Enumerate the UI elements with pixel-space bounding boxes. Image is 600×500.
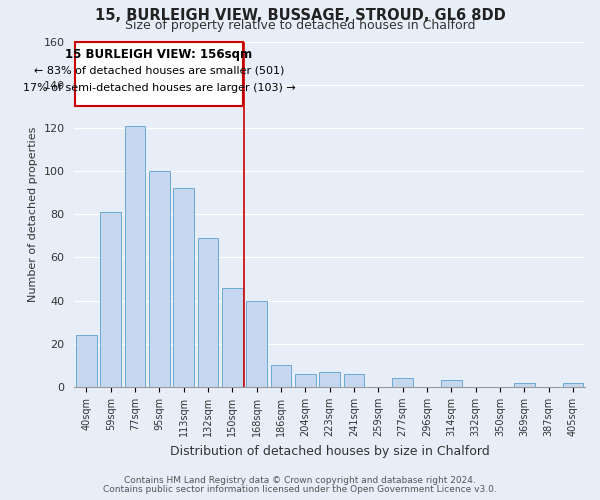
Bar [222,288,242,387]
Bar [100,212,121,387]
Text: Size of property relative to detached houses in Chalford: Size of property relative to detached ho… [125,19,475,32]
Bar [173,188,194,387]
Bar [295,374,316,387]
Bar [319,372,340,387]
Bar [125,126,145,387]
Text: Contains HM Land Registry data © Crown copyright and database right 2024.: Contains HM Land Registry data © Crown c… [124,476,476,485]
Text: 17% of semi-detached houses are larger (103) →: 17% of semi-detached houses are larger (… [23,82,295,92]
Text: ← 83% of detached houses are smaller (501): ← 83% of detached houses are smaller (50… [34,65,284,75]
Bar [563,382,583,387]
Text: 15, BURLEIGH VIEW, BUSSAGE, STROUD, GL6 8DD: 15, BURLEIGH VIEW, BUSSAGE, STROUD, GL6 … [95,8,505,22]
Y-axis label: Number of detached properties: Number of detached properties [28,126,38,302]
Bar [246,300,267,387]
Bar [441,380,461,387]
FancyBboxPatch shape [74,42,243,106]
Bar [197,238,218,387]
Bar [514,382,535,387]
Bar [344,374,364,387]
Bar [271,366,291,387]
X-axis label: Distribution of detached houses by size in Chalford: Distribution of detached houses by size … [170,444,490,458]
Bar [76,335,97,387]
Text: Contains public sector information licensed under the Open Government Licence v3: Contains public sector information licen… [103,485,497,494]
Text: 15 BURLEIGH VIEW: 156sqm: 15 BURLEIGH VIEW: 156sqm [65,48,253,61]
Bar [149,171,170,387]
Bar [392,378,413,387]
